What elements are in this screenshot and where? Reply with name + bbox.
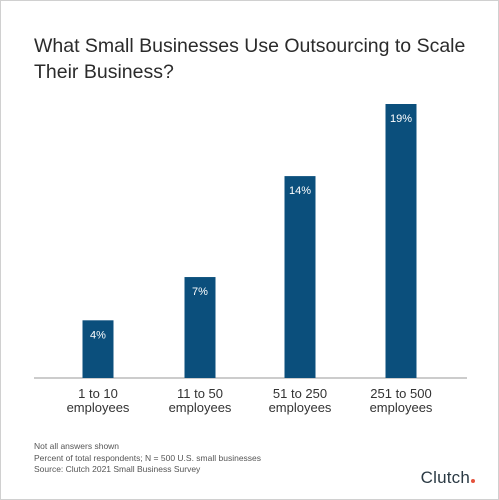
bar-value-label-2: 7% xyxy=(192,286,208,298)
bar-2 xyxy=(184,277,216,378)
category-label-3-line-1: 51 to 250 xyxy=(273,386,327,401)
bar-3 xyxy=(284,176,316,378)
footnote-1: Not all answers shown xyxy=(34,441,120,451)
clutch-logo: Clutch xyxy=(421,468,475,488)
category-label-2-line-1: 11 to 50 xyxy=(177,386,223,401)
chart-title: What Small Businesses Use Outsourcing to… xyxy=(34,35,466,83)
category-label-2-line-2: employees xyxy=(169,400,232,415)
category-label-1-line-2: employees xyxy=(67,400,130,415)
bar-value-label-1: 4% xyxy=(90,329,106,341)
logo-text: Clutch xyxy=(420,468,470,487)
footnotes: Not all answers shown Percent of total r… xyxy=(34,441,261,476)
category-label-3-line-2: employees xyxy=(269,400,332,415)
logo-dot-icon xyxy=(471,479,475,483)
footnote-2: Percent of total respondents; N = 500 U.… xyxy=(34,452,262,463)
bar-4 xyxy=(385,104,417,378)
bar-1 xyxy=(82,320,114,378)
category-label-1-line-1: 1 to 10 xyxy=(78,386,118,401)
category-label-4-line-2: employees xyxy=(370,400,433,415)
category-label-4-line-1: 251 to 500 xyxy=(370,386,431,401)
bar-value-label-4: 19% xyxy=(390,113,412,125)
footnote-3: Source: Clutch 2021 Small Business Surve… xyxy=(34,464,201,474)
bar-value-label-3: 14% xyxy=(289,185,311,197)
